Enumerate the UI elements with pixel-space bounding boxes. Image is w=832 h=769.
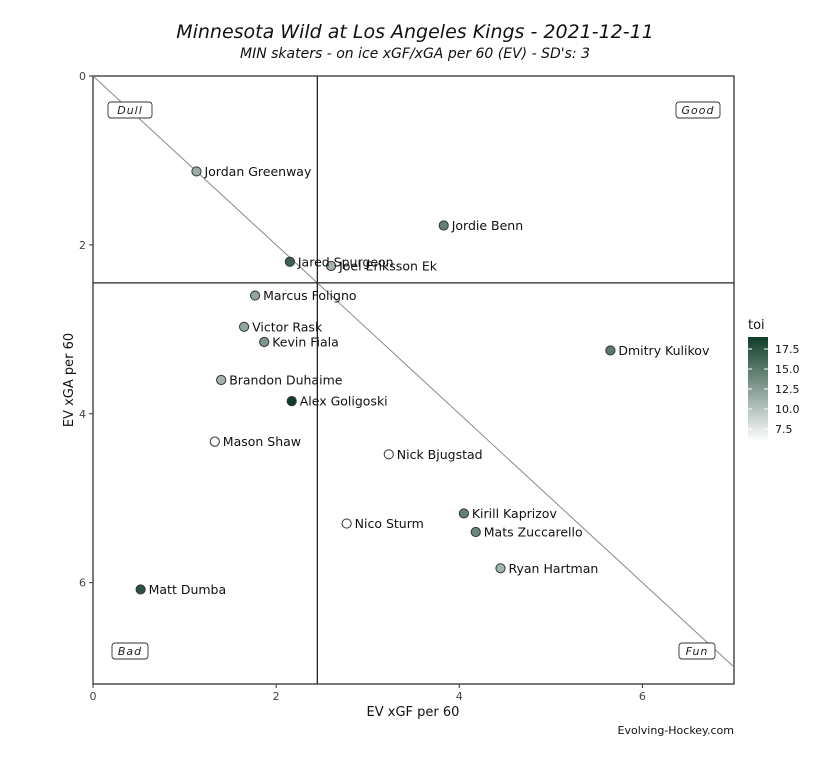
legend-colorbar (748, 337, 768, 441)
point-label: Kevin Fiala (272, 335, 339, 350)
data-point (495, 563, 506, 574)
point-labels: Jordan Greenway Jordie Benn Jared Spurgeon… (149, 164, 710, 597)
legend-tick-label: 10.0 (775, 403, 800, 416)
y-tick-label: 2 (79, 239, 86, 252)
x-tick-label: 2 (273, 690, 280, 703)
point-label: Mason Shaw (223, 434, 301, 449)
y-tick-label: 6 (79, 577, 86, 590)
point-label: Jordan Greenway (203, 164, 311, 179)
point-label: Mats Zuccarello (484, 525, 583, 540)
point-label: Ryan Hartman (508, 561, 598, 576)
quadrant-label-bottom-left: Bad (118, 645, 142, 658)
legend-tick-label: 7.5 (775, 423, 793, 436)
data-point (286, 396, 297, 407)
point-label: Jared Spurgeon (297, 254, 394, 269)
quadrant-label-top-right: Good (682, 104, 715, 117)
quadrant-label-bottom-right: Fun (686, 645, 709, 658)
point-label: Alex Goligoski (300, 394, 388, 409)
point-label: Dmitry Kulikov (618, 343, 710, 358)
axis-ticks: 0 2 4 6 0 2 4 6 (79, 70, 646, 703)
source-label: Evolving-Hockey.com (618, 724, 734, 737)
quadrant-label-box (678, 642, 716, 660)
diagonal-line (93, 76, 734, 668)
legend-tick-label: 15.0 (775, 363, 800, 376)
data-point (470, 526, 481, 538)
x-axis-label: EV xGF per 60 (367, 705, 460, 720)
data-point (191, 166, 202, 177)
legend-tick-label: 17.5 (775, 343, 800, 356)
point-label: Kirill Kaprizov (472, 506, 558, 521)
data-point (325, 260, 337, 272)
toi-legend: toi 7.5 10.0 12.5 15.0 17.5 (748, 318, 800, 441)
data-point (259, 336, 270, 348)
x-tick-label: 0 (90, 690, 97, 703)
data-point (438, 220, 449, 231)
data-point (249, 290, 261, 301)
data-point (341, 518, 352, 529)
point-label: Brandon Duhaime (229, 373, 343, 388)
point-label: Joel Eriksson Ek (338, 259, 438, 274)
data-point (216, 374, 227, 386)
point-label: Jordie Benn (451, 218, 523, 233)
point-label: Marcus Foligno (263, 288, 356, 303)
point-label: Nick Bjugstad (397, 447, 483, 462)
data-point (458, 508, 469, 519)
data-point (238, 321, 250, 332)
x-tick-label: 6 (639, 690, 646, 703)
y-tick-label: 4 (79, 408, 86, 421)
data-point (209, 436, 220, 447)
legend-tick-label: 12.5 (775, 383, 800, 396)
y-tick-label: 0 (79, 70, 86, 83)
data-point (284, 256, 295, 267)
quadrant-label-box (675, 101, 721, 119)
quadrant-labels: Dull Good Bad Fun (107, 101, 721, 660)
legend-title: toi (748, 318, 765, 333)
y-axis-label: EV xGA per 60 (62, 333, 77, 427)
quadrant-label-box (111, 642, 149, 660)
legend-ticks: 7.5 10.0 12.5 15.0 17.5 (748, 343, 800, 436)
point-label: Matt Dumba (149, 582, 227, 597)
chart-subtitle: MIN skaters - on ice xGF/xGA per 60 (EV)… (240, 46, 590, 62)
point-label: Victor Rask (252, 319, 323, 334)
data-point (135, 584, 146, 595)
point-label: Nico Sturm (355, 516, 424, 531)
data-point (383, 449, 394, 460)
plot-frame (92, 75, 735, 685)
chart-title: Minnesota Wild at Los Angeles Kings - 20… (176, 21, 654, 43)
x-tick-label: 4 (456, 690, 463, 703)
quadrant-label-top-left: Dull (117, 104, 143, 117)
data-point (605, 345, 616, 356)
plot-area (93, 76, 734, 684)
quadrant-label-box (107, 101, 153, 119)
